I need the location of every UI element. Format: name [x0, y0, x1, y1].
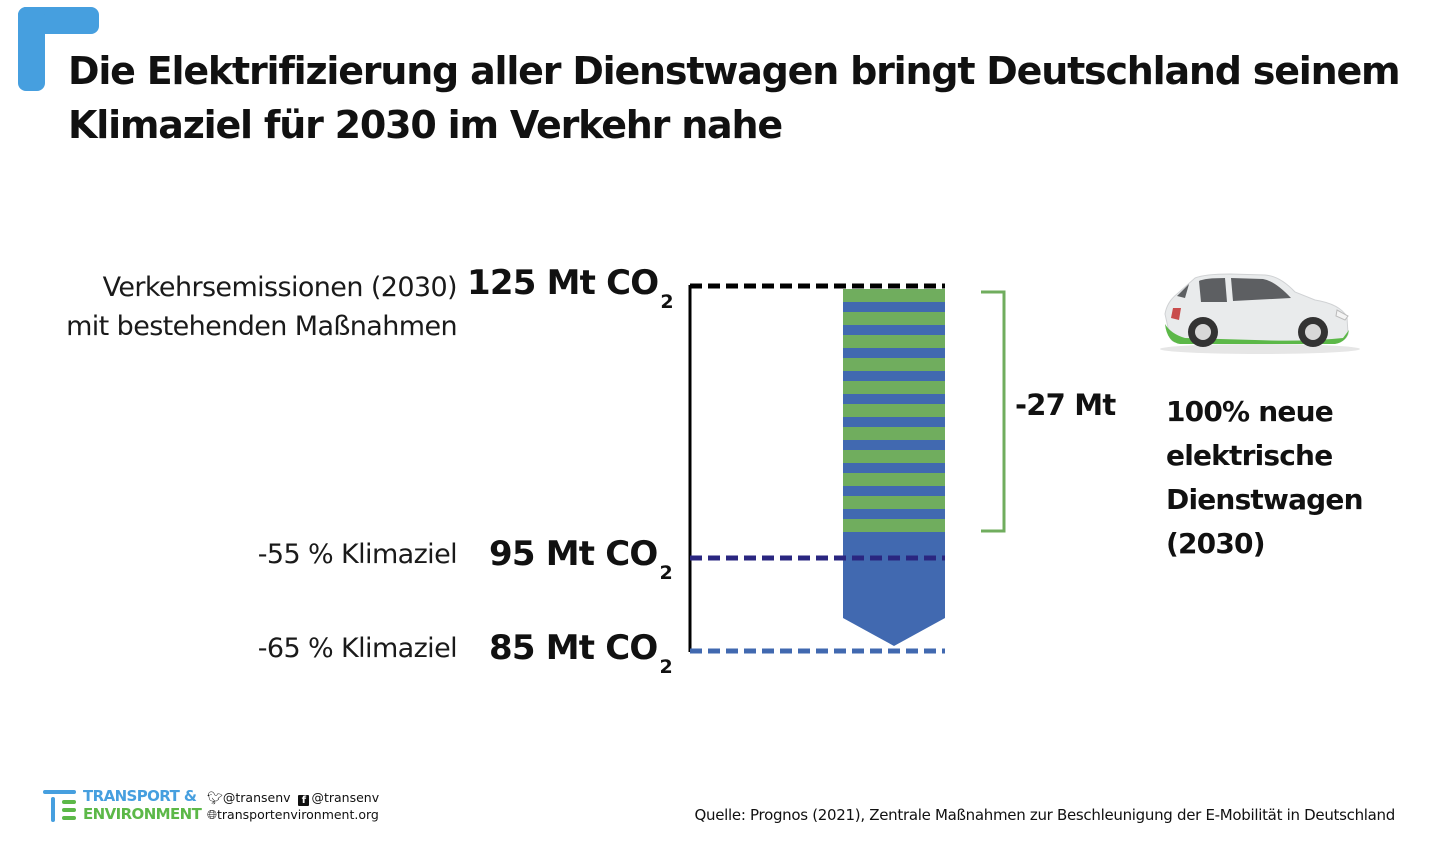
- source-note: Quelle: Prognos (2021), Zentrale Maßnahm…: [694, 806, 1396, 824]
- level-label-85: -65 % Klimaziel: [257, 633, 458, 664]
- stripe-blue: [843, 348, 945, 358]
- social-links: 🐦︎@transenv f @transenv 🌐︎transportenviro…: [207, 789, 379, 823]
- level-label-line2: mit bestehenden Maßnahmen: [66, 311, 458, 342]
- level-label-95: -55 % Klimaziel: [257, 539, 458, 570]
- corner-accent-vertical: [18, 7, 45, 91]
- value-label-85: 85 Mt CO 2: [489, 628, 673, 678]
- value-label-125: 125 Mt CO 2: [467, 263, 674, 313]
- level-label-125: Verkehrsemissionen (2030) mit bestehende…: [66, 268, 458, 346]
- stripe-blue: [843, 532, 945, 534]
- stripe-blue: [843, 463, 945, 473]
- stripe-blue: [843, 371, 945, 381]
- bar-arrow: [843, 534, 945, 646]
- annotation-line: elektrische: [1166, 439, 1333, 472]
- stripe-blue: [843, 325, 945, 335]
- twitter-handle[interactable]: @transenv: [222, 790, 291, 805]
- electric-car-icon: [1160, 273, 1360, 354]
- annotation-line: (2030): [1166, 527, 1266, 560]
- facebook-icon: f: [298, 795, 310, 806]
- stripe-blue: [843, 394, 945, 404]
- annotation-text: 100% neue elektrische Dienstwagen (2030): [1166, 390, 1364, 566]
- globe-icon: 🌐︎: [207, 807, 218, 822]
- stripe-green: [843, 312, 945, 325]
- brand-name: TRANSPORT & ENVIRONMENT: [83, 787, 202, 823]
- stripe-blue: [843, 417, 945, 427]
- bar-stripes: [843, 289, 945, 534]
- stripe-green: [843, 473, 945, 486]
- stripe-green: [843, 427, 945, 440]
- stripe-blue: [843, 486, 945, 496]
- stripe-green: [843, 289, 945, 302]
- te-logo-icon: [43, 790, 76, 822]
- stripe-green: [843, 335, 945, 348]
- twitter-icon: 🐦︎: [207, 790, 223, 805]
- stripe-green: [843, 381, 945, 394]
- stripe-green: [843, 450, 945, 463]
- stripe-green: [843, 358, 945, 371]
- website-link[interactable]: transportenvironment.org: [217, 807, 379, 822]
- stripe-blue: [843, 440, 945, 450]
- annotation-line: 100% neue: [1166, 395, 1334, 428]
- reduction-bracket: [981, 290, 1006, 533]
- annotation-line: Dienstwagen: [1166, 483, 1364, 516]
- brand-line2: ENVIRONMENT: [83, 805, 202, 823]
- stripe-green: [843, 519, 945, 532]
- facebook-handle[interactable]: @transenv: [311, 790, 380, 805]
- stripe-blue: [843, 509, 945, 519]
- stripe-green: [843, 496, 945, 509]
- value-label-95: 95 Mt CO 2: [489, 534, 673, 584]
- stripe-blue: [843, 302, 945, 312]
- stripe-green: [843, 404, 945, 417]
- reduction-label: -27 Mt: [1015, 388, 1116, 422]
- level-label-line1: Verkehrsemissionen (2030): [102, 272, 458, 303]
- brand-line1: TRANSPORT &: [83, 787, 197, 805]
- page-title: Die Elektrifizierung aller Dienstwagen b…: [68, 49, 1401, 147]
